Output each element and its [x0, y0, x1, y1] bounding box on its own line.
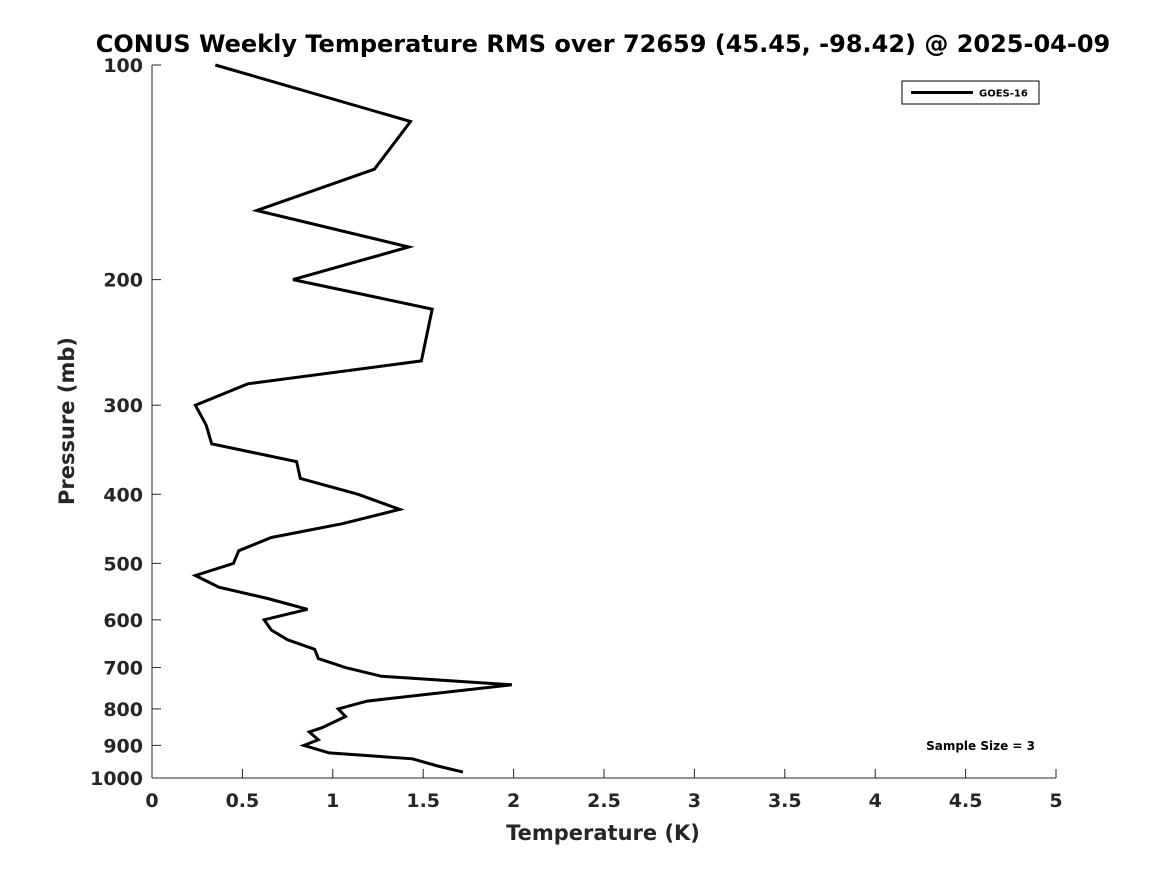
legend-entry: GOES-16: [979, 89, 1028, 100]
x-tick-label: 3.5: [768, 790, 802, 812]
y-axis-label: Pressure (mb): [55, 337, 79, 505]
x-tick-label: 1: [326, 790, 339, 812]
y-tick-label: 800: [103, 699, 143, 721]
legend: GOES-16: [901, 80, 1040, 105]
y-tick-label: 900: [103, 735, 143, 757]
x-tick-label: 2.5: [587, 790, 621, 812]
y-tick-label: 400: [103, 484, 143, 506]
chart-title: CONUS Weekly Temperature RMS over 72659 …: [96, 30, 1110, 58]
x-tick-label: 2: [507, 790, 520, 812]
x-tick-label: 4: [869, 790, 882, 812]
y-tick-label: 600: [103, 610, 143, 632]
y-tick-label: 200: [103, 270, 143, 292]
x-tick-label: 3: [688, 790, 701, 812]
y-tick-label: 100: [103, 55, 143, 77]
y-tick-label: 1000: [90, 768, 143, 790]
x-tick-label: 4.5: [949, 790, 983, 812]
x-tick-label: 1.5: [406, 790, 440, 812]
sample-size-annotation: Sample Size = 3: [926, 739, 1035, 753]
y-tick-label: 700: [103, 658, 143, 680]
x-tick-label: 0.5: [226, 790, 260, 812]
x-tick-label: 5: [1049, 790, 1062, 812]
y-tick-label: 300: [103, 395, 143, 417]
axes: 0 0.5 1 1.5 2 2.5 3 3.5 4 4.5 5 100 200 300 400 500 600 7…: [90, 55, 1063, 812]
x-tick-label: 0: [145, 790, 158, 812]
x-axis-label: Temperature (K): [506, 821, 700, 845]
y-tick-label: 500: [103, 553, 143, 575]
series-line-goes-16: [191, 63, 512, 774]
